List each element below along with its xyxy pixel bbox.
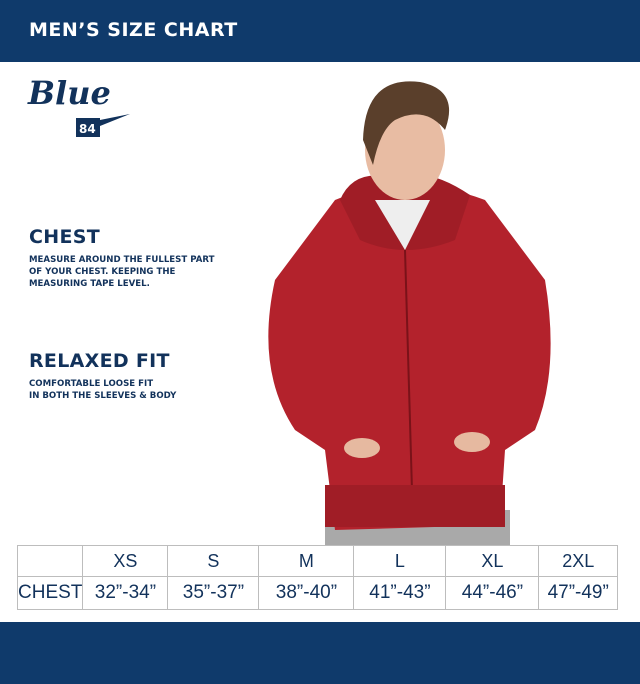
row-label: CHEST <box>16 576 84 610</box>
text-line: IN BOTH THE SLEEVES & BODY <box>29 391 177 401</box>
chest-value: 47”-49” <box>538 576 618 610</box>
chest-value: 32”-34” <box>82 576 169 610</box>
text-line: MEASURING TAPE LEVEL. <box>29 279 150 289</box>
text-line: OF YOUR CHEST. KEEPING THE <box>29 267 176 277</box>
table-corner-cell <box>16 545 84 577</box>
table-header-row: XS S M L XL 2XL <box>16 545 618 577</box>
text-line: MEASURE AROUND THE FULLEST PART <box>29 255 215 265</box>
size-header: XS <box>82 545 169 577</box>
size-header: 2XL <box>538 545 618 577</box>
fit-heading: RELAXED FIT <box>29 350 170 372</box>
footer-bar <box>0 622 640 684</box>
model-photo <box>268 81 551 545</box>
svg-text:84: 84 <box>79 122 96 136</box>
size-header: M <box>258 545 355 577</box>
text-line: COMFORTABLE LOOSE FIT <box>29 379 154 389</box>
size-table: XS S M L XL 2XL CHEST 32”-34” 35”-37” 38… <box>16 545 618 610</box>
chest-value: 35”-37” <box>167 576 260 610</box>
fit-description: COMFORTABLE LOOSE FIT IN BOTH THE SLEEVE… <box>29 378 176 402</box>
size-header: S <box>167 545 260 577</box>
size-header: XL <box>445 545 540 577</box>
size-header: L <box>353 545 447 577</box>
chest-value: 38”-40” <box>258 576 355 610</box>
chest-description: MEASURE AROUND THE FULLEST PART OF YOUR … <box>29 254 214 290</box>
chest-heading: CHEST <box>29 226 100 248</box>
page-title: MEN’S SIZE CHART <box>29 19 238 41</box>
brand-logo: Blue 84 <box>27 74 130 137</box>
header-bar: MEN’S SIZE CHART <box>0 0 640 62</box>
chest-value: 41”-43” <box>353 576 447 610</box>
table-row: CHEST 32”-34” 35”-37” 38”-40” 41”-43” 44… <box>16 576 618 610</box>
chest-value: 44”-46” <box>445 576 540 610</box>
svg-text:Blue: Blue <box>27 74 111 112</box>
